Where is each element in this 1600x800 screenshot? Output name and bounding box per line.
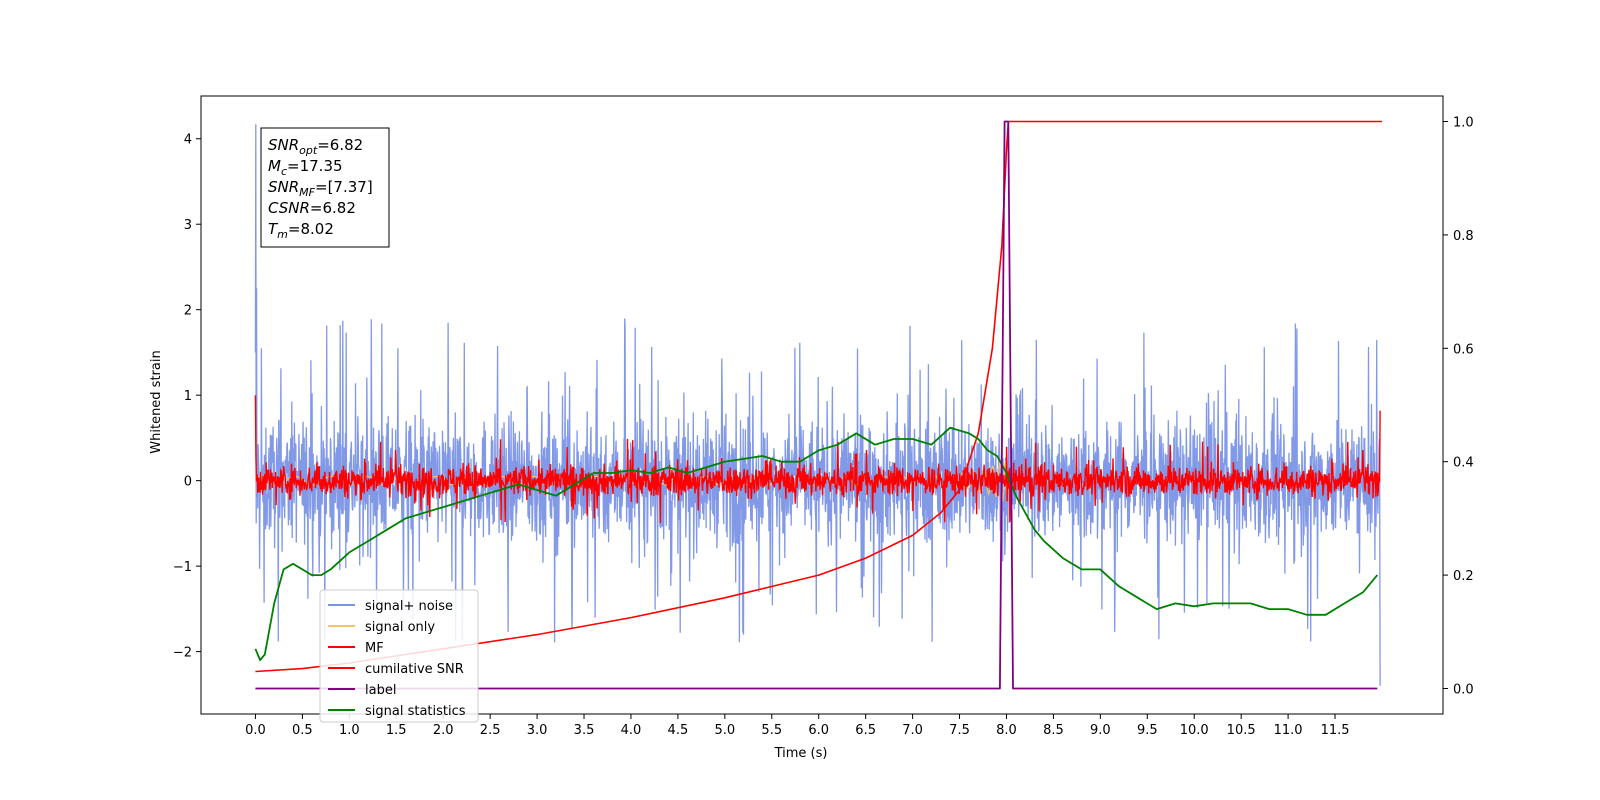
y-axis-title: Whitened strain	[149, 350, 164, 453]
legend-label: cumilative SNR	[365, 662, 464, 677]
legend-items: signal+ noise signal only MF cumilative SNR…	[328, 599, 466, 719]
x-tick-label: 1.5	[386, 723, 407, 738]
x-axis-title: Time (s)	[774, 746, 828, 761]
x-tick-label: 3.5	[574, 723, 595, 738]
y-tick-label: 3	[184, 218, 192, 233]
x-tick-label: 10.5	[1227, 723, 1256, 738]
x-tick-label: 3.0	[527, 723, 548, 738]
y2-tick-label: 0.8	[1453, 229, 1474, 244]
x-tick-label: 4.0	[621, 723, 642, 738]
legend-frame	[319, 589, 479, 723]
y-tick-label: 2	[184, 304, 192, 319]
x-tick-label: 1.0	[339, 723, 360, 738]
y-tick-label: 4	[184, 133, 192, 148]
y2-tick-label: 1.0	[1453, 116, 1474, 131]
annotation-line: Mc=17.35	[268, 157, 343, 178]
x-tick-label: 6.0	[808, 723, 829, 738]
x-tick-label: 6.5	[855, 723, 876, 738]
x-tick-label: 8.0	[996, 723, 1017, 738]
x-tick-label: 0.0	[245, 723, 266, 738]
legend-label: signal+ noise	[365, 599, 453, 614]
axes-frame	[200, 95, 1444, 715]
y2-tick-label: 0.4	[1453, 456, 1474, 471]
y-tick-label: −1	[173, 560, 192, 575]
y2-tick-label: 0.2	[1453, 569, 1474, 584]
x-tick-label: 5.5	[761, 723, 782, 738]
annotation-line: SNRopt=6.82	[268, 136, 363, 157]
x-tick-label: 2.0	[433, 723, 454, 738]
annotation-lines: SNRopt=6.82Mc=17.35SNRMF=[7.37]CSNR=6.82…	[268, 136, 373, 241]
x-tick-label: 9.0	[1090, 723, 1111, 738]
legend-label: signal statistics	[365, 704, 466, 719]
y2-tick-label: 0.0	[1453, 682, 1474, 697]
y-tick-label: 1	[184, 389, 192, 404]
series-mf	[254, 395, 1381, 524]
x-tick-label: 8.5	[1043, 723, 1064, 738]
legend-label: MF	[365, 641, 384, 656]
x-tick-label: 5.0	[714, 723, 735, 738]
annotation-line: SNRMF=[7.37]	[268, 178, 373, 199]
annotation-frame	[260, 127, 390, 248]
x-tick-label: 11.0	[1274, 723, 1303, 738]
y-tick-label: 0	[184, 475, 192, 490]
y2-tick-label: 0.6	[1453, 342, 1474, 357]
legend-label: signal only	[365, 620, 435, 635]
series-signal-plus-noise	[254, 124, 1381, 686]
x-tick-label: 10.0	[1180, 723, 1209, 738]
x-tick-label: 4.5	[668, 723, 689, 738]
x-tick-label: 11.5	[1321, 723, 1350, 738]
legend-label: label	[365, 683, 396, 698]
annotation-line: Tm=8.02	[268, 220, 334, 241]
x-tick-label: 0.5	[292, 723, 313, 738]
legend: signal+ noise signal only MF cumilative SNR…	[319, 589, 479, 723]
x-tick-label: 7.0	[902, 723, 923, 738]
series-label	[255, 120, 1378, 690]
x-tick-label: 9.5	[1137, 723, 1158, 738]
x-tick-label: 7.5	[949, 723, 970, 738]
annotation-line: CSNR=6.82	[268, 199, 356, 217]
stats-annotation-box: SNRopt=6.82Mc=17.35SNRMF=[7.37]CSNR=6.82…	[260, 127, 390, 248]
axes: 0.0 0.5 1.0 1.5 2.0 2.5 3.0 3.5 4.0 4.5 5.0 5.5 6.0 6…	[173, 95, 1474, 738]
series-signal-statistics	[254, 426, 1378, 661]
x-tick-label: 2.5	[480, 723, 501, 738]
y-tick-label: −2	[173, 646, 192, 661]
